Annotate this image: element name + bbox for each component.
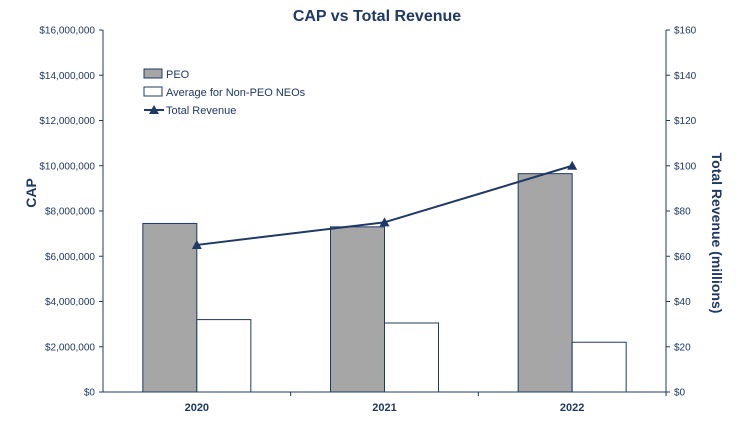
x-tick-label: 2020 [185,402,209,414]
y2-tick-label: $120 [674,116,697,127]
y-tick-label: $10,000,000 [39,161,95,172]
y2-tick-label: $0 [674,388,686,399]
y-tick-label: $14,000,000 [39,71,95,82]
y2-tick-label: $60 [674,252,691,263]
y-tick-label: $6,000,000 [45,252,95,263]
y2-tick-label: $80 [674,207,691,218]
y2-tick-label: $160 [674,26,697,37]
point-total-revenue-2020 [191,239,202,249]
plot-area: $0 $2,000,000 $4,000,000 $6,000,000 $8,000,0… [39,26,696,415]
y2-tick-label: $40 [674,297,691,308]
bar-average-for-non-peo-neos-2021 [384,322,439,393]
bar-average-for-non-peo-neos-2020 [196,319,252,393]
point-total-revenue-2021 [379,217,390,227]
y2-tick-label: $140 [674,71,697,82]
y-tick-label: $8,000,000 [45,207,95,218]
bar-peo-2022 [517,173,573,393]
y-tick-label: $0 [84,388,96,399]
legend-swatch-peo [143,68,163,79]
y-axis-label: CAP [23,178,39,208]
y-tick-label: $4,000,000 [45,297,95,308]
x-tick-label: 2022 [560,402,584,414]
legend-label-peo: PEO [166,69,190,81]
bar-average-for-non-peo-neos-2022 [571,341,627,393]
legend-label-total-revenue: Total Revenue [166,105,236,117]
bar-peo-2020 [142,222,198,393]
bar-peo-2021 [330,226,385,393]
legend-label-average-for-non-peo-neos: Average for Non-PEO NEOs [166,87,306,99]
legend: PEO Average for Non-PEO NEOs Total Revenue [143,68,306,117]
y-tick-label: $2,000,000 [45,342,95,353]
y2-axis-label: Total Revenue (millions) [709,153,725,314]
x-tick-label: 2021 [372,402,396,414]
y-tick-label: $16,000,000 [39,26,95,37]
y2-tick-label: $20 [674,342,691,353]
point-total-revenue-2022 [567,160,578,170]
y2-tick-label: $100 [674,161,697,172]
chart-title: CAP vs Total Revenue [293,8,461,25]
legend-marker-total-revenue [149,105,159,114]
legend-swatch-average-for-non-peo-neos [143,86,163,97]
y-tick-label: $12,000,000 [39,116,95,127]
